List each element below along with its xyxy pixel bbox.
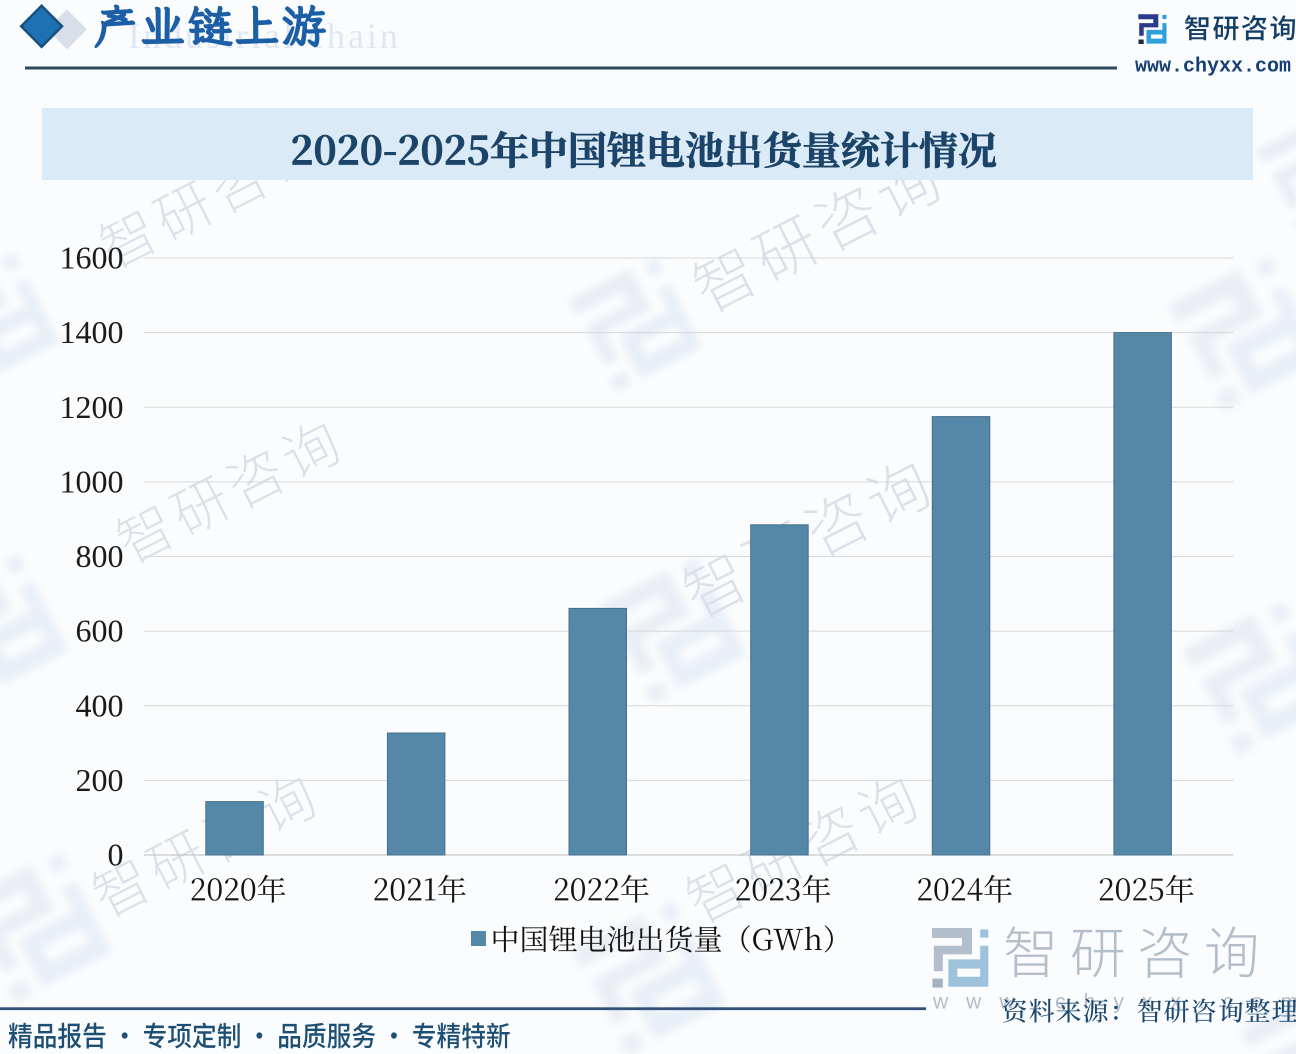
svg-text:800: 800: [76, 538, 124, 574]
svg-text:0: 0: [108, 837, 124, 873]
svg-text:1400: 1400: [60, 314, 124, 350]
svg-text:www.chyxx.com: www.chyxx.com: [1135, 56, 1291, 79]
svg-text:1600: 1600: [60, 240, 124, 276]
svg-text:600: 600: [76, 613, 124, 649]
svg-text:200: 200: [76, 762, 124, 798]
svg-text:1200: 1200: [60, 389, 124, 425]
svg-text:400: 400: [76, 687, 124, 723]
svg-text:1000: 1000: [60, 464, 124, 500]
